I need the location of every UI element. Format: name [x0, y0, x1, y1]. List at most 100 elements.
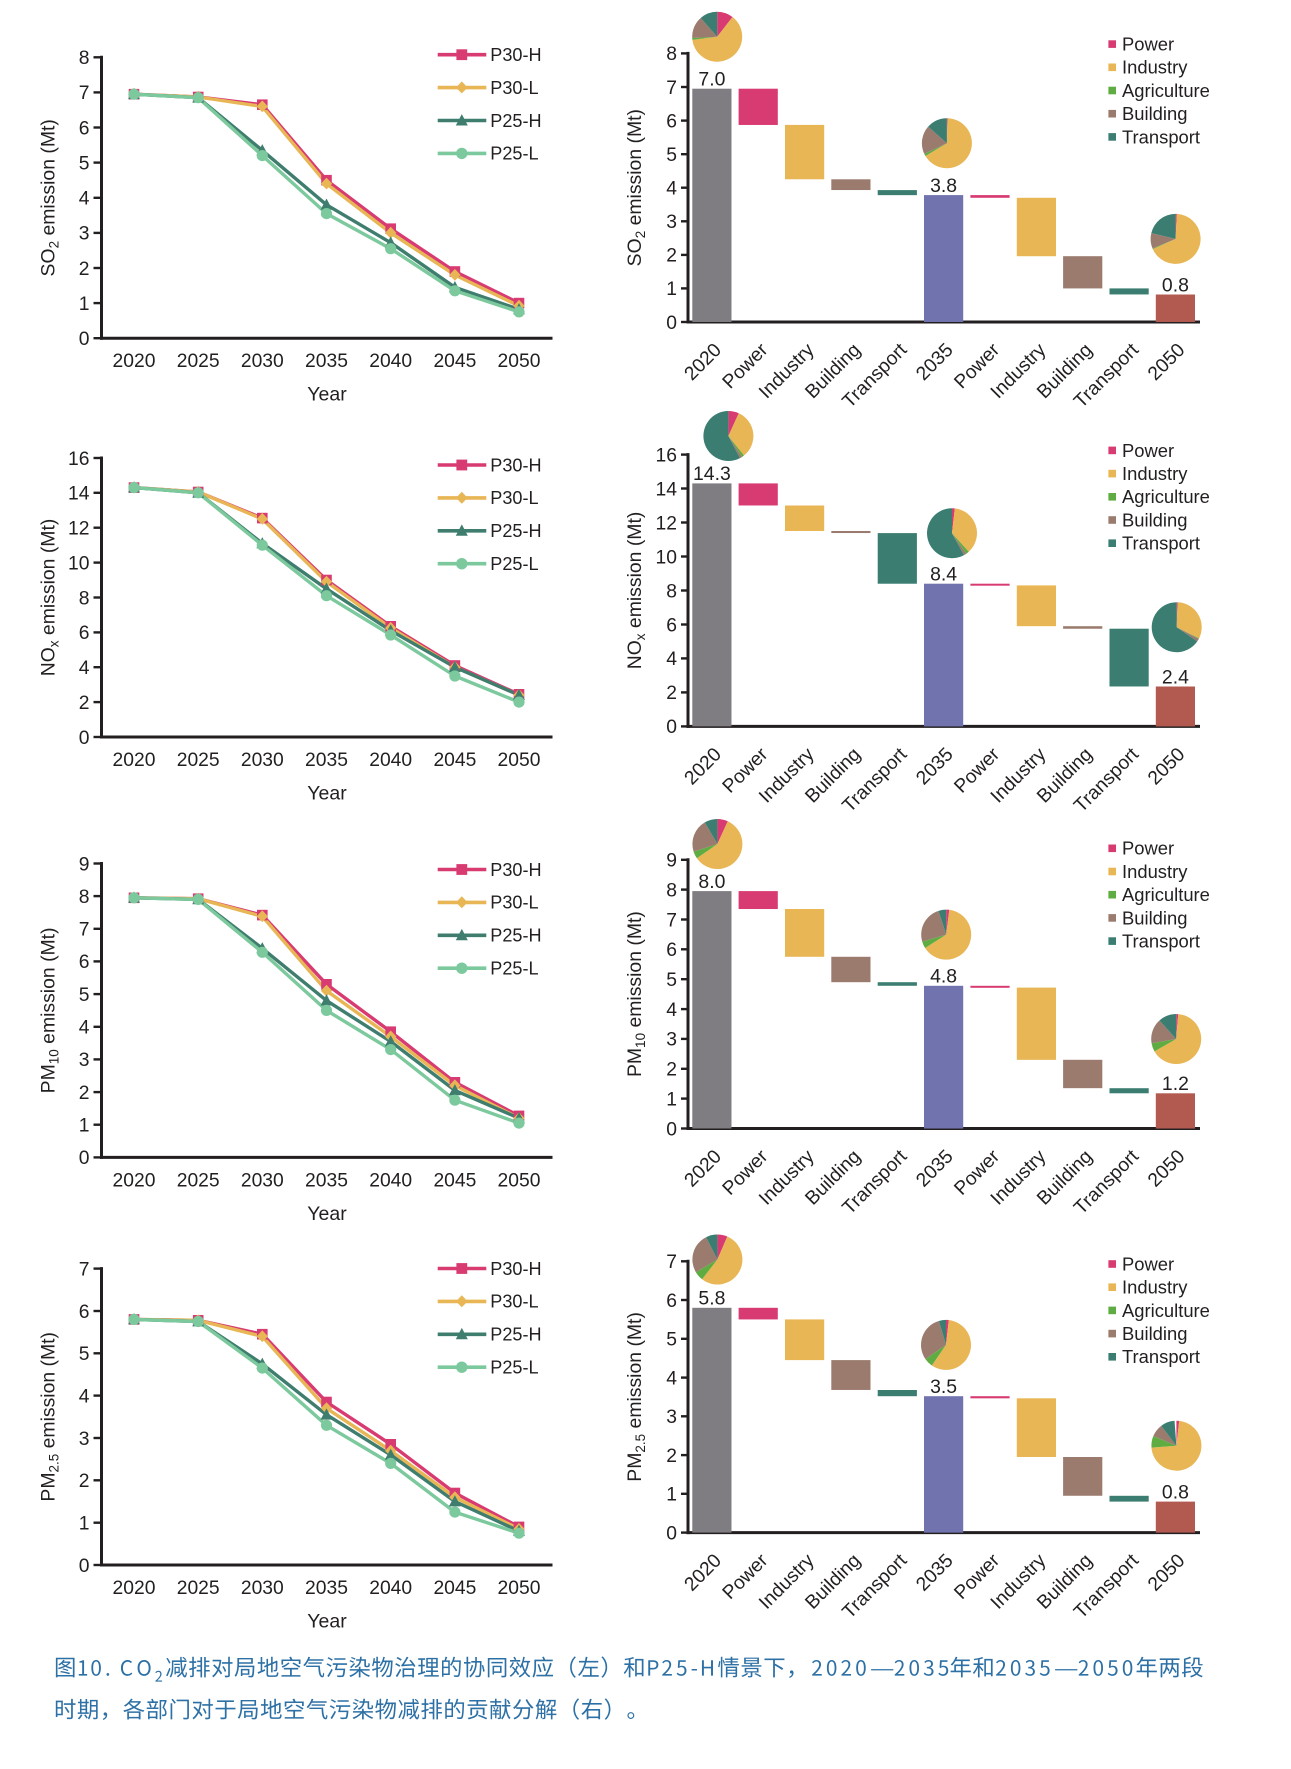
svg-text:2030: 2030 — [241, 750, 284, 771]
svg-text:P25-L: P25-L — [490, 1358, 538, 1378]
svg-text:2: 2 — [666, 1060, 677, 1081]
svg-text:SO2 emission (Mt): SO2 emission (Mt) — [624, 109, 648, 266]
svg-text:4: 4 — [666, 649, 677, 670]
svg-text:Power: Power — [1122, 440, 1174, 461]
svg-text:16: 16 — [68, 449, 89, 470]
svg-text:3: 3 — [79, 224, 90, 245]
svg-text:7: 7 — [79, 1259, 90, 1280]
svg-text:3: 3 — [79, 1429, 90, 1450]
svg-text:P30-H: P30-H — [490, 860, 541, 880]
svg-text:5: 5 — [666, 145, 677, 166]
svg-text:2050: 2050 — [498, 750, 541, 771]
svg-text:2050: 2050 — [498, 1170, 541, 1191]
svg-text:P30-L: P30-L — [490, 488, 538, 508]
svg-text:Power: Power — [1122, 1253, 1174, 1274]
svg-text:0: 0 — [79, 329, 90, 350]
svg-text:7: 7 — [666, 910, 677, 931]
svg-text:6: 6 — [666, 1291, 677, 1312]
svg-text:PM2.5 emission (Mt): PM2.5 emission (Mt) — [38, 1332, 62, 1502]
svg-text:Year: Year — [307, 783, 347, 805]
svg-text:2045: 2045 — [433, 1578, 476, 1599]
svg-text:Building: Building — [1122, 103, 1187, 124]
svg-text:10: 10 — [656, 547, 677, 568]
svg-text:P30-L: P30-L — [490, 78, 538, 98]
svg-text:0: 0 — [666, 313, 677, 334]
svg-text:0: 0 — [79, 1148, 90, 1169]
svg-text:PM10 emission (Mt): PM10 emission (Mt) — [38, 927, 62, 1093]
svg-text:5: 5 — [79, 985, 90, 1006]
svg-text:P25-L: P25-L — [490, 554, 538, 574]
svg-text:2025: 2025 — [177, 750, 220, 771]
svg-text:2: 2 — [79, 259, 90, 280]
svg-text:8: 8 — [79, 48, 90, 69]
svg-text:Building: Building — [1122, 907, 1187, 928]
svg-text:Agriculture: Agriculture — [1122, 80, 1210, 101]
svg-text:P30-L: P30-L — [490, 1292, 538, 1312]
svg-text:6: 6 — [79, 118, 90, 139]
svg-text:6: 6 — [79, 1302, 90, 1323]
svg-text:2040: 2040 — [369, 750, 412, 771]
svg-text:8: 8 — [79, 887, 90, 908]
svg-text:3: 3 — [666, 212, 677, 233]
svg-text:6: 6 — [79, 623, 90, 644]
svg-text:6: 6 — [666, 615, 677, 636]
svg-text:P25-L: P25-L — [490, 144, 538, 164]
svg-text:SO2 emission (Mt): SO2 emission (Mt) — [38, 119, 62, 276]
svg-text:8: 8 — [666, 44, 677, 65]
svg-text:PM2.5 emission (Mt): PM2.5 emission (Mt) — [624, 1312, 648, 1482]
svg-text:16: 16 — [656, 445, 677, 466]
svg-text:0: 0 — [666, 717, 677, 738]
svg-text:3: 3 — [666, 1407, 677, 1428]
svg-text:7: 7 — [666, 1252, 677, 1273]
svg-text:8.0: 8.0 — [698, 871, 725, 893]
svg-text:Year: Year — [307, 384, 347, 406]
svg-text:P25-L: P25-L — [490, 959, 538, 979]
svg-text:2: 2 — [666, 246, 677, 267]
svg-text:Building: Building — [1122, 1323, 1187, 1344]
svg-text:Power: Power — [1122, 34, 1174, 55]
svg-text:Building: Building — [1122, 509, 1187, 530]
svg-text:PM10 emission (Mt): PM10 emission (Mt) — [624, 911, 648, 1077]
svg-text:Transport: Transport — [1122, 931, 1200, 952]
svg-text:1: 1 — [79, 1513, 90, 1534]
svg-text:0: 0 — [79, 728, 90, 749]
svg-text:8.4: 8.4 — [930, 564, 957, 586]
svg-text:2: 2 — [666, 1446, 677, 1467]
svg-text:1: 1 — [79, 294, 90, 315]
svg-text:0: 0 — [79, 1556, 90, 1577]
svg-text:P25-H: P25-H — [490, 1325, 541, 1345]
svg-text:14: 14 — [656, 479, 678, 500]
svg-text:5.8: 5.8 — [698, 1288, 725, 1310]
svg-text:0: 0 — [666, 1119, 677, 1140]
svg-text:P30-H: P30-H — [490, 455, 541, 475]
svg-text:6: 6 — [666, 940, 677, 961]
svg-text:Transport: Transport — [1122, 126, 1200, 147]
svg-text:2045: 2045 — [433, 750, 476, 771]
svg-text:2050: 2050 — [498, 1578, 541, 1599]
svg-text:P25-H: P25-H — [490, 111, 541, 131]
svg-text:1: 1 — [666, 1485, 677, 1506]
svg-text:2.4: 2.4 — [1162, 666, 1189, 688]
svg-text:Agriculture: Agriculture — [1122, 1300, 1210, 1321]
svg-text:Transport: Transport — [1122, 1346, 1200, 1367]
svg-text:P25-H: P25-H — [490, 521, 541, 541]
svg-text:7: 7 — [79, 920, 90, 941]
svg-text:Transport: Transport — [1122, 533, 1200, 554]
svg-text:14.3: 14.3 — [693, 463, 731, 485]
svg-text:Industry: Industry — [1122, 861, 1188, 882]
svg-text:4: 4 — [79, 658, 90, 679]
svg-text:2040: 2040 — [369, 1170, 412, 1191]
svg-text:10: 10 — [68, 553, 89, 574]
svg-text:P25-H: P25-H — [490, 926, 541, 946]
svg-text:2030: 2030 — [241, 1170, 284, 1191]
svg-text:2050: 2050 — [498, 351, 541, 372]
svg-text:3: 3 — [666, 1030, 677, 1051]
svg-text:3.5: 3.5 — [930, 1376, 957, 1398]
svg-text:0: 0 — [666, 1523, 677, 1544]
svg-text:2: 2 — [79, 693, 90, 714]
svg-text:2045: 2045 — [433, 1170, 476, 1191]
svg-text:12: 12 — [68, 518, 89, 539]
svg-text:4: 4 — [79, 1018, 90, 1039]
svg-text:2025: 2025 — [177, 351, 220, 372]
svg-text:2035: 2035 — [305, 1578, 348, 1599]
